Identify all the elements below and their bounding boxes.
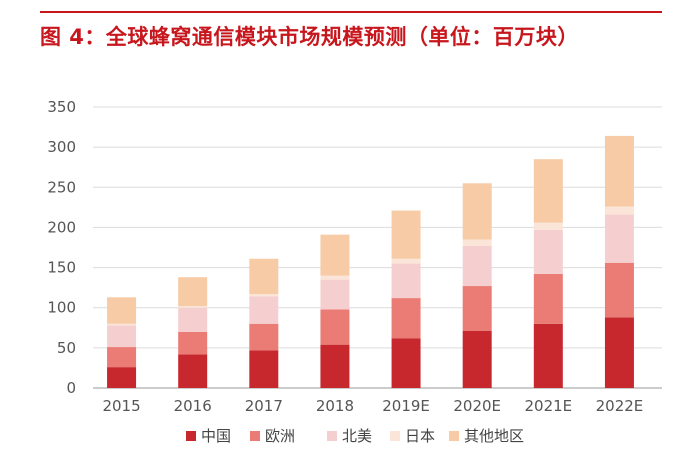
bar-segment	[533, 222, 563, 230]
legend-label: 北美	[342, 427, 372, 445]
bar-segment	[391, 263, 421, 299]
bar-segment	[107, 347, 137, 368]
y-tick-label: 250	[47, 178, 76, 196]
legend-label: 中国	[201, 427, 231, 445]
x-tick-label: 2018	[316, 397, 354, 415]
y-tick-label: 200	[47, 218, 76, 236]
legend-label: 其他地区	[464, 427, 524, 445]
x-tick-label: 2021E	[524, 397, 572, 415]
bar-segment	[533, 273, 563, 324]
bar-segment	[604, 214, 634, 263]
bar-segment	[604, 206, 634, 215]
bar-segment	[604, 317, 634, 388]
bar-segment	[320, 275, 350, 280]
y-tick-label: 100	[47, 299, 76, 317]
bar-segment	[462, 239, 492, 246]
bar-segment	[320, 344, 350, 388]
bar-segment	[462, 330, 492, 388]
legend-label: 日本	[405, 427, 435, 445]
y-tick-label: 300	[47, 138, 76, 156]
bar-segment	[533, 159, 563, 223]
bar-segment	[320, 309, 350, 345]
bar-segment	[391, 210, 421, 259]
title-rule	[40, 11, 662, 13]
bar-segment	[178, 331, 208, 355]
bar-segment	[178, 354, 208, 388]
bar-segment	[462, 245, 492, 287]
chart-title: 图 4：全球蜂窝通信模块市场规模预测（单位：百万块）	[40, 25, 579, 49]
y-tick-label: 150	[47, 259, 76, 277]
bar-segment	[391, 338, 421, 388]
bar-segment	[533, 229, 563, 274]
bar-segment	[107, 325, 137, 348]
bar-segment	[249, 294, 279, 297]
legend-label: 欧洲	[265, 427, 295, 445]
bar-segment	[462, 286, 492, 331]
x-tick-label: 2019E	[382, 397, 430, 415]
x-tick-label: 2020E	[453, 397, 501, 415]
bar-segment	[391, 298, 421, 339]
y-tick-label: 350	[47, 98, 76, 116]
bar-segment	[249, 296, 279, 324]
bar-segment	[249, 258, 279, 295]
bar-segment	[178, 306, 208, 308]
bar-segment	[107, 323, 137, 326]
bar-segment	[462, 183, 492, 240]
y-tick-label: 0	[66, 379, 76, 397]
bar-segment	[178, 307, 208, 332]
legend-swatch	[449, 431, 459, 441]
bar-segment	[178, 277, 208, 307]
bar-segment	[320, 234, 350, 276]
bar-segment	[249, 323, 279, 351]
legend-swatch	[186, 431, 196, 441]
bar-segment	[604, 262, 634, 318]
bar-segment	[533, 323, 563, 388]
y-tick-label: 50	[57, 339, 76, 357]
bar-segment	[391, 258, 421, 264]
x-tick-label: 2022E	[596, 397, 644, 415]
legend-swatch	[390, 431, 400, 441]
legend-swatch	[250, 431, 260, 441]
bar-segment	[604, 135, 634, 207]
bar-segment	[249, 350, 279, 388]
bar-segment	[107, 367, 137, 388]
bar-segment	[107, 297, 137, 324]
bar-segment	[320, 279, 350, 310]
x-tick-label: 2017	[245, 397, 283, 415]
legend-swatch	[327, 431, 337, 441]
x-tick-label: 2016	[174, 397, 212, 415]
x-tick-label: 2015	[102, 397, 140, 415]
